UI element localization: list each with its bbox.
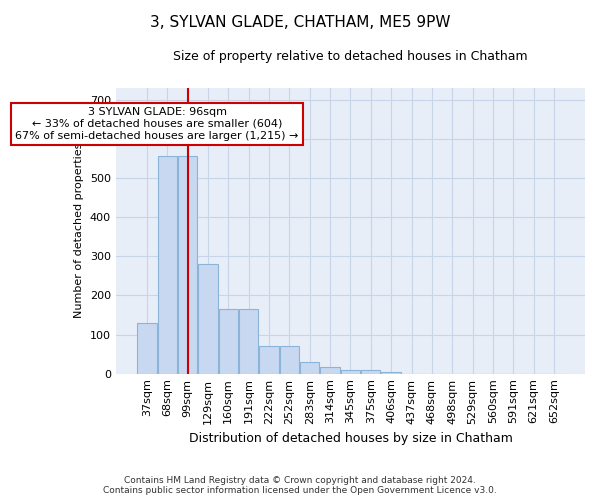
Bar — [361, 370, 380, 374]
Text: 3 SYLVAN GLADE: 96sqm
← 33% of detached houses are smaller (604)
67% of semi-det: 3 SYLVAN GLADE: 96sqm ← 33% of detached … — [16, 108, 299, 140]
Bar — [382, 372, 401, 374]
Bar — [218, 309, 238, 374]
Bar — [158, 156, 177, 374]
Bar — [239, 309, 259, 374]
Bar — [320, 366, 340, 374]
Bar — [198, 264, 218, 374]
Bar — [300, 362, 319, 374]
Bar — [137, 323, 157, 374]
Bar — [280, 346, 299, 374]
Bar — [178, 156, 197, 374]
Bar — [341, 370, 360, 374]
Y-axis label: Number of detached properties: Number of detached properties — [74, 143, 85, 318]
Text: Contains HM Land Registry data © Crown copyright and database right 2024.
Contai: Contains HM Land Registry data © Crown c… — [103, 476, 497, 495]
X-axis label: Distribution of detached houses by size in Chatham: Distribution of detached houses by size … — [188, 432, 512, 445]
Title: Size of property relative to detached houses in Chatham: Size of property relative to detached ho… — [173, 50, 528, 63]
Bar — [259, 346, 278, 374]
Text: 3, SYLVAN GLADE, CHATHAM, ME5 9PW: 3, SYLVAN GLADE, CHATHAM, ME5 9PW — [150, 15, 450, 30]
